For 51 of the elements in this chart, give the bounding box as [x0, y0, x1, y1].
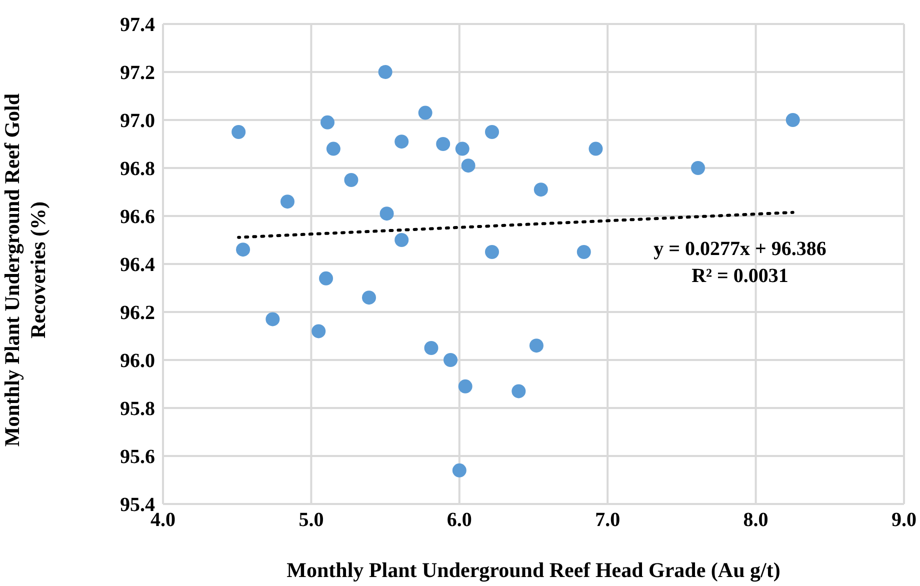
point: [418, 106, 432, 120]
x-tick-label: 7.0: [595, 509, 620, 532]
point: [455, 142, 470, 156]
y-tick-label: 96.0: [120, 350, 155, 372]
x-tick-label: 6.0: [446, 509, 472, 532]
y-tick-label: 95.8: [120, 398, 155, 420]
x-tick-label: 9.0: [892, 509, 916, 532]
x-tick-label: 5.0: [298, 509, 324, 532]
point: [534, 182, 548, 197]
point: [326, 142, 340, 156]
point: [266, 312, 280, 326]
y-tick-label: 95.6: [120, 446, 155, 468]
point: [424, 341, 438, 355]
point: [344, 173, 358, 187]
annotation: y = 0.0277x + 96.386: [652, 237, 828, 262]
point: [485, 245, 500, 259]
point: [319, 271, 334, 286]
point: [452, 463, 466, 478]
point: [394, 134, 409, 149]
point: [485, 125, 500, 139]
y-tick-label: 97.0: [120, 110, 155, 132]
point: [786, 113, 800, 127]
y-tick-label: 95.4: [120, 494, 155, 516]
y-tick-label: 97.4: [120, 14, 155, 36]
y-axis-title: Monthly Plant Underground Reef Gold Recoveries (%): [0, 92, 51, 449]
point: [378, 65, 392, 79]
y-tick-label: 96.4: [120, 254, 155, 276]
y-tick-label: 96.6: [120, 206, 155, 228]
point: [232, 125, 246, 139]
point: [444, 353, 458, 367]
point: [394, 233, 409, 247]
point: [461, 158, 476, 173]
point: [280, 194, 294, 209]
point: [362, 290, 376, 305]
point: [576, 245, 591, 259]
y-tick-label: 96.2: [120, 302, 155, 324]
point: [312, 324, 326, 338]
point: [458, 379, 472, 394]
point: [529, 338, 544, 353]
point: [588, 142, 603, 156]
point: [436, 137, 450, 151]
x-tick-label: 8.0: [743, 509, 768, 532]
point: [236, 242, 250, 257]
y-tick-label: 96.8: [120, 158, 155, 180]
y-tick-label: 97.2: [120, 62, 155, 84]
annotation: R² = 0.0031: [690, 264, 790, 289]
x-axis-title: Monthly Plant Underground Reef Head Grade (Au g/t): [286, 558, 782, 583]
point: [320, 115, 334, 130]
point: [691, 161, 705, 175]
point: [380, 206, 394, 221]
point: [512, 384, 526, 398]
